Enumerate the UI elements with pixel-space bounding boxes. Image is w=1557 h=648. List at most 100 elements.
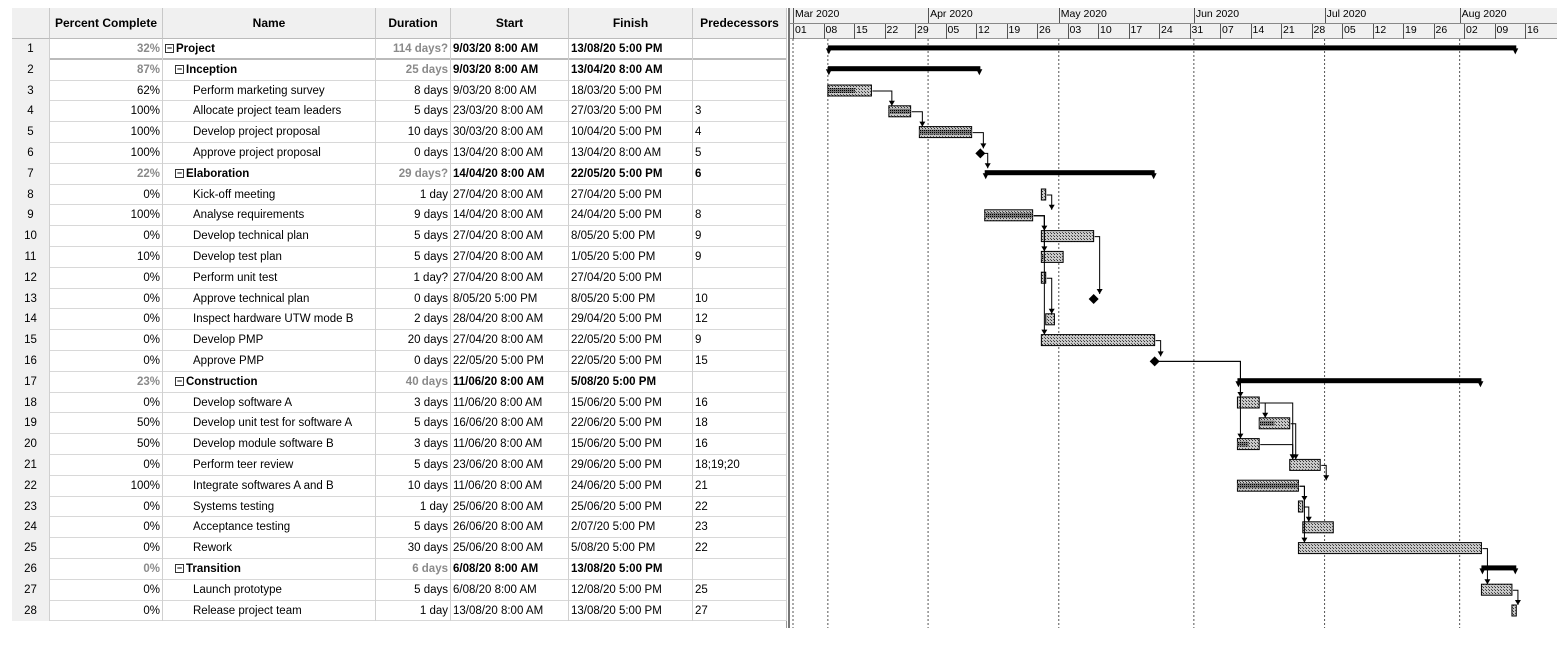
duration-cell[interactable]: 10 days [376, 122, 451, 143]
row-number[interactable]: 11 [12, 247, 50, 268]
finish-cell[interactable]: 13/04/20 8:00 AM [569, 143, 693, 164]
duration-cell[interactable]: 20 days [376, 330, 451, 351]
percent-complete-cell[interactable]: 0% [50, 392, 163, 414]
predecessors-cell[interactable] [693, 267, 787, 289]
task-name-cell[interactable]: − Transition [163, 559, 376, 580]
duration-cell[interactable]: 5 days [376, 226, 451, 247]
start-cell[interactable]: 6/08/20 8:00 AM [451, 579, 569, 601]
row-number[interactable]: 17 [12, 371, 50, 393]
percent-complete-cell[interactable]: 100% [50, 143, 163, 164]
table-row[interactable]: 9 100% Analyse requirements 9 days 14/04/20 … [12, 205, 787, 227]
finish-cell[interactable]: 24/06/20 5:00 PM [569, 475, 693, 497]
finish-cell[interactable]: 22/05/20 5:00 PM [569, 330, 693, 351]
task-name-cell[interactable]: − Inception [163, 59, 376, 81]
table-row[interactable]: 17 23% − Construction 40 days 11/06/20 8:00 A… [12, 371, 787, 393]
table-row[interactable]: 25 0% Rework 30 days 25/06/20 8:00 AM 5/08/20… [12, 538, 787, 559]
percent-complete-cell[interactable]: 100% [50, 205, 163, 227]
predecessors-cell[interactable]: 22 [693, 496, 787, 518]
percent-complete-cell[interactable]: 0% [50, 559, 163, 580]
duration-header[interactable]: Duration [376, 8, 451, 39]
predecessors-cell[interactable]: 5 [693, 143, 787, 164]
task-name-cell[interactable]: − Elaboration [163, 163, 376, 185]
predecessors-cell[interactable]: 9 [693, 330, 787, 351]
start-cell[interactable]: 27/04/20 8:00 AM [451, 330, 569, 351]
collapse-toggle-icon[interactable]: − [175, 64, 184, 75]
task-name-cell[interactable]: Approve technical plan [163, 288, 376, 310]
row-number[interactable]: 1 [12, 39, 50, 60]
finish-cell[interactable]: 22/05/20 5:00 PM [569, 163, 693, 185]
table-row[interactable]: 13 0% Approve technical plan 0 days 8/05/20 … [12, 288, 787, 310]
predecessors-cell[interactable]: 22 [693, 538, 787, 559]
row-number[interactable]: 9 [12, 205, 50, 227]
table-row[interactable]: 11 10% Develop test plan 5 days 27/04/20 8:0… [12, 247, 787, 268]
finish-cell[interactable]: 8/05/20 5:00 PM [569, 288, 693, 310]
predecessors-cell[interactable]: 10 [693, 288, 787, 310]
predecessors-cell[interactable]: 6 [693, 163, 787, 185]
duration-cell[interactable]: 1 day [376, 496, 451, 518]
finish-cell[interactable]: 27/04/20 5:00 PM [569, 184, 693, 206]
duration-cell[interactable]: 8 days [376, 80, 451, 102]
predecessors-cell[interactable]: 4 [693, 122, 787, 143]
task-name-cell[interactable]: Integrate softwares A and B [163, 475, 376, 497]
table-row[interactable]: 26 0% − Transition 6 days 6/08/20 8:00 AM 13/0… [12, 559, 787, 580]
task-name-cell[interactable]: Systems testing [163, 496, 376, 518]
start-cell[interactable]: 25/06/20 8:00 AM [451, 496, 569, 518]
duration-cell[interactable]: 5 days [376, 101, 451, 123]
start-cell[interactable]: 28/04/20 8:00 AM [451, 309, 569, 331]
predecessors-cell[interactable] [693, 80, 787, 102]
collapse-toggle-icon[interactable]: − [175, 168, 184, 179]
table-row[interactable]: 20 50% Develop module software B 3 days 11/0… [12, 434, 787, 455]
predecessors-cell[interactable]: 21 [693, 475, 787, 497]
task-name-cell[interactable]: Analyse requirements [163, 205, 376, 227]
duration-cell[interactable]: 6 days [376, 559, 451, 580]
finish-cell[interactable]: 1/05/20 5:00 PM [569, 247, 693, 268]
percent-complete-cell[interactable]: 0% [50, 226, 163, 247]
finish-cell[interactable]: 22/06/20 5:00 PM [569, 413, 693, 435]
start-cell[interactable]: 13/08/20 8:00 AM [451, 600, 569, 622]
task-name-cell[interactable]: Develop software A [163, 392, 376, 414]
row-number[interactable]: 23 [12, 496, 50, 518]
row-number[interactable]: 21 [12, 455, 50, 476]
row-number[interactable]: 25 [12, 538, 50, 559]
predecessors-cell[interactable]: 23 [693, 517, 787, 539]
finish-cell[interactable]: 29/06/20 5:00 PM [569, 455, 693, 476]
row-number[interactable]: 8 [12, 184, 50, 206]
percent-complete-cell[interactable]: 0% [50, 579, 163, 601]
table-row[interactable]: 21 0% Perform teer review 5 days 23/06/20 8:… [12, 455, 787, 476]
start-cell[interactable]: 9/03/20 8:00 AM [451, 59, 569, 81]
table-row[interactable]: 19 50% Develop unit test for software A 5 d… [12, 413, 787, 435]
duration-cell[interactable]: 30 days [376, 538, 451, 559]
table-row[interactable]: 24 0% Acceptance testing 5 days 26/06/20 8:0… [12, 517, 787, 539]
start-cell[interactable]: 16/06/20 8:00 AM [451, 413, 569, 435]
percent-complete-cell[interactable]: 0% [50, 309, 163, 331]
start-cell[interactable]: 6/08/20 8:00 AM [451, 559, 569, 580]
predecessors-cell[interactable]: 15 [693, 351, 787, 372]
finish-cell[interactable]: 15/06/20 5:00 PM [569, 434, 693, 455]
table-row[interactable]: 7 22% − Elaboration 29 days? 14/04/20 8:00 AM… [12, 163, 787, 185]
percent-complete-cell[interactable]: 62% [50, 80, 163, 102]
percent-complete-cell[interactable]: 0% [50, 288, 163, 310]
table-row[interactable]: 14 0% Inspect hardware UTW mode B 2 days 28/… [12, 309, 787, 331]
task-name-cell[interactable]: Kick-off meeting [163, 184, 376, 206]
task-name-cell[interactable]: Develop PMP [163, 330, 376, 351]
finish-cell[interactable]: 22/05/20 5:00 PM [569, 351, 693, 372]
percent-complete-cell[interactable]: 100% [50, 475, 163, 497]
duration-cell[interactable]: 0 days [376, 143, 451, 164]
percent-complete-cell[interactable]: 0% [50, 184, 163, 206]
duration-cell[interactable]: 3 days [376, 392, 451, 414]
row-number[interactable]: 12 [12, 267, 50, 289]
start-cell[interactable]: 8/05/20 5:00 PM [451, 288, 569, 310]
row-number[interactable]: 13 [12, 288, 50, 310]
duration-cell[interactable]: 10 days [376, 475, 451, 497]
task-name-cell[interactable]: Acceptance testing [163, 517, 376, 539]
predecessors-cell[interactable]: 3 [693, 101, 787, 123]
finish-cell[interactable]: 5/08/20 5:00 PM [569, 538, 693, 559]
task-name-cell[interactable]: − Project [163, 39, 376, 60]
percent-complete-cell[interactable]: 10% [50, 247, 163, 268]
predecessors-cell[interactable] [693, 184, 787, 206]
start-header[interactable]: Start [451, 8, 569, 39]
table-row[interactable]: 12 0% Perform unit test 1 day? 27/04/20 8:00… [12, 267, 787, 289]
predecessors-cell[interactable]: 9 [693, 247, 787, 268]
table-row[interactable]: 27 0% Launch prototype 5 days 6/08/20 8:00 A… [12, 579, 787, 601]
percent-complete-cell[interactable]: 0% [50, 351, 163, 372]
